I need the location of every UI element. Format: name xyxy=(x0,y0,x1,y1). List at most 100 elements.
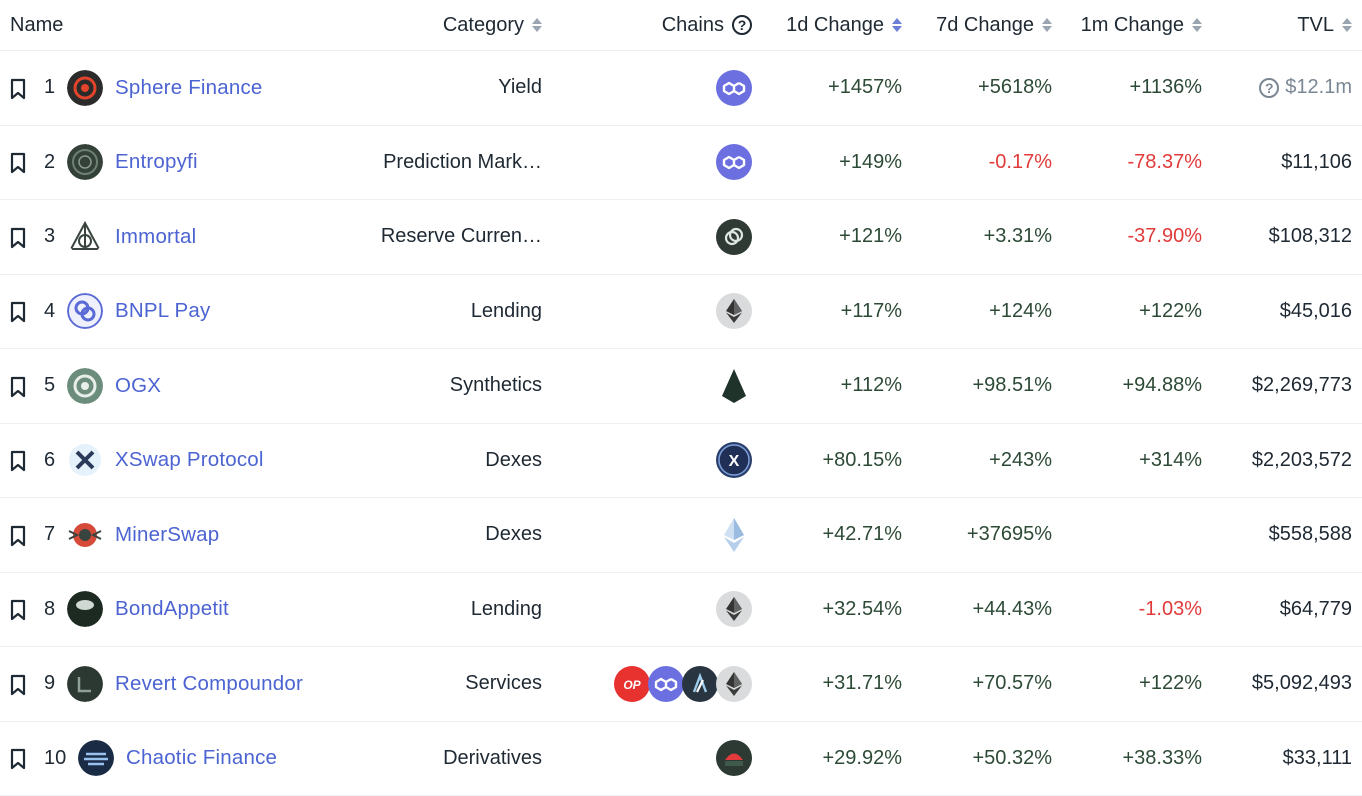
change-1d-value: +121% xyxy=(839,200,902,274)
ethpow-chain-icon[interactable] xyxy=(716,517,752,553)
tvl-value: $2,203,572 xyxy=(1252,449,1352,472)
tvl-cell: $108,312 xyxy=(1269,200,1352,274)
change-1m-value: +38.33% xyxy=(1122,722,1202,796)
change-7d-value: +5618% xyxy=(978,51,1052,125)
chains-cell xyxy=(718,349,752,423)
tvl-value: $11,106 xyxy=(1281,151,1352,174)
evmos-chain-icon[interactable] xyxy=(716,368,752,404)
bookmark-icon[interactable] xyxy=(10,376,24,396)
header-chains-label: Chains xyxy=(662,14,724,37)
protocol-logo xyxy=(78,740,114,776)
change-7d-value: +243% xyxy=(989,424,1052,498)
change-7d-value: +124% xyxy=(989,275,1052,349)
help-icon[interactable]: ? xyxy=(732,15,752,35)
chains-cell xyxy=(718,573,752,647)
bookmark-icon[interactable] xyxy=(10,525,24,545)
protocol-link[interactable]: Immortal xyxy=(115,225,196,249)
protocol-name-cell: Revert Compoundor xyxy=(67,647,303,721)
change-1m-value: -37.90% xyxy=(1128,200,1203,274)
polygon-chain-icon[interactable] xyxy=(716,144,752,180)
header-1m-change[interactable]: 1m Change xyxy=(1081,0,1202,50)
header-name[interactable]: Name xyxy=(10,0,63,50)
ethereum-chain-icon[interactable] xyxy=(716,293,752,329)
change-1d-value: +29.92% xyxy=(822,722,902,796)
bookmark-cell xyxy=(0,424,40,498)
protocol-link[interactable]: BNPL Pay xyxy=(115,299,210,323)
change-1m-value: +122% xyxy=(1139,275,1202,349)
polygon-chain-icon[interactable] xyxy=(716,70,752,106)
header-tvl[interactable]: TVL xyxy=(1297,0,1352,50)
change-1d-value: +149% xyxy=(839,126,902,200)
xdc-chain-icon[interactable]: X xyxy=(716,442,752,478)
header-category[interactable]: Category xyxy=(443,0,542,50)
chains-cell xyxy=(718,51,752,125)
change-7d-value: +44.43% xyxy=(972,573,1052,647)
sort-icon xyxy=(1342,18,1352,32)
bookmark-icon[interactable] xyxy=(10,78,24,98)
bookmark-cell xyxy=(0,573,40,647)
ethereum-chain-icon[interactable] xyxy=(716,591,752,627)
rank-number: 8 xyxy=(44,573,68,647)
rank-number: 7 xyxy=(44,498,68,572)
bookmark-cell xyxy=(0,498,40,572)
protocol-link[interactable]: Revert Compoundor xyxy=(115,672,303,696)
protocol-link[interactable]: Sphere Finance xyxy=(115,76,263,100)
protocol-name-cell: Entropyfi xyxy=(67,126,198,200)
protocol-logo xyxy=(67,666,103,702)
protocol-link[interactable]: MinerSwap xyxy=(115,523,219,547)
bookmark-icon[interactable] xyxy=(10,227,24,247)
bookmark-icon[interactable] xyxy=(10,152,24,172)
bookmark-icon[interactable] xyxy=(10,748,24,768)
polygon-chain-icon[interactable] xyxy=(648,666,684,702)
change-1d-value: +42.71% xyxy=(822,498,902,572)
ethereum-chain-icon[interactable] xyxy=(716,666,752,702)
sort-icon xyxy=(532,18,542,32)
header-1d-label: 1d Change xyxy=(786,14,884,37)
protocol-logo xyxy=(67,293,103,329)
rank-number: 10 xyxy=(44,722,68,796)
protocol-link[interactable]: XSwap Protocol xyxy=(115,448,264,472)
protocol-link[interactable]: Chaotic Finance xyxy=(126,746,277,770)
svg-text:X: X xyxy=(729,453,740,470)
protocol-link[interactable]: OGX xyxy=(115,374,161,398)
chains-cell: X xyxy=(718,424,752,498)
protocol-logo xyxy=(67,517,103,553)
tvl-cell: $64,779 xyxy=(1280,573,1352,647)
protocol-link[interactable]: BondAppetit xyxy=(115,597,229,621)
optimism-chain-icon[interactable]: OP xyxy=(614,666,650,702)
bookmark-icon[interactable] xyxy=(10,450,24,470)
celo-chain-icon[interactable] xyxy=(716,219,752,255)
protocol-link[interactable]: Entropyfi xyxy=(115,150,198,174)
rank-number: 6 xyxy=(44,424,68,498)
category-cell: Lending xyxy=(471,573,542,647)
change-1m-value: -1.03% xyxy=(1139,573,1202,647)
tvl-value: $33,111 xyxy=(1283,747,1352,770)
category-cell: Synthetics xyxy=(450,349,542,423)
change-1m-value: +314% xyxy=(1139,424,1202,498)
protocol-logo xyxy=(67,219,103,255)
protocol-logo xyxy=(67,144,103,180)
change-1d-value: +31.71% xyxy=(822,647,902,721)
rank-number: 9 xyxy=(44,647,68,721)
arbitrum-chain-icon[interactable] xyxy=(682,666,718,702)
bookmark-icon[interactable] xyxy=(10,674,24,694)
bookmark-icon[interactable] xyxy=(10,599,24,619)
header-7d-change[interactable]: 7d Change xyxy=(936,0,1052,50)
question-icon[interactable]: ? xyxy=(1259,78,1279,98)
chains-cell: OP xyxy=(616,647,752,721)
bookmark-icon[interactable] xyxy=(10,301,24,321)
change-7d-value: -0.17% xyxy=(989,126,1052,200)
kava-chain-icon[interactable] xyxy=(716,740,752,776)
header-1d-change[interactable]: 1d Change xyxy=(786,0,902,50)
